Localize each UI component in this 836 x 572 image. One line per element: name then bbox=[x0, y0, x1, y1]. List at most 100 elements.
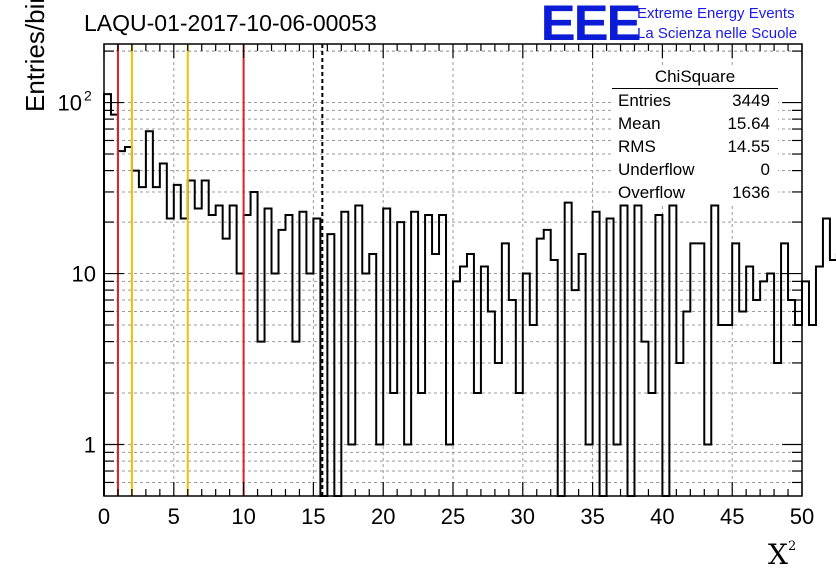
histogram-bin bbox=[774, 363, 781, 496]
histogram-bin bbox=[195, 209, 202, 496]
histogram-bin bbox=[292, 342, 299, 496]
stats-label: RMS bbox=[618, 137, 656, 156]
histogram-bin bbox=[767, 274, 774, 496]
histogram-bin bbox=[523, 274, 530, 496]
histogram-bin bbox=[641, 342, 648, 496]
histogram-bin bbox=[481, 266, 488, 496]
histogram-bin bbox=[272, 274, 279, 496]
stats-row: Overflow 1636 bbox=[612, 181, 778, 204]
histogram-bin bbox=[683, 311, 690, 496]
stats-row: RMS 14.55 bbox=[612, 135, 778, 158]
histogram-bin bbox=[299, 212, 306, 496]
histogram-bin bbox=[125, 147, 132, 496]
histogram-bin bbox=[139, 187, 146, 496]
histogram-bin bbox=[614, 445, 621, 496]
histogram-bin bbox=[802, 281, 809, 496]
histogram-bin bbox=[244, 215, 251, 496]
histogram-bin bbox=[285, 215, 292, 496]
histogram-bin bbox=[830, 260, 836, 496]
histogram-bin bbox=[823, 218, 830, 496]
logo-line-1: Extreme Energy Events bbox=[637, 5, 795, 22]
histogram-bin bbox=[362, 274, 369, 496]
x-tick-label: 35 bbox=[580, 504, 604, 529]
histogram-bin bbox=[188, 181, 195, 496]
histogram-bin bbox=[732, 243, 739, 496]
histogram-bin bbox=[223, 239, 230, 496]
histogram-bin bbox=[488, 311, 495, 496]
histogram-bin bbox=[474, 393, 481, 496]
stats-row: Entries 3449 bbox=[612, 89, 778, 112]
histogram-bin bbox=[251, 192, 258, 496]
histogram-bin bbox=[132, 171, 139, 496]
histogram-bin bbox=[809, 325, 816, 496]
histogram-bin bbox=[397, 222, 404, 496]
stats-value: 0 bbox=[760, 160, 770, 179]
logo-line-2: La Scienza nelle Scuole bbox=[637, 25, 798, 42]
histogram-bin bbox=[467, 254, 474, 496]
histogram-bin bbox=[202, 181, 209, 496]
y-axis-label: Entries/bin bbox=[20, 0, 50, 112]
histogram-bin bbox=[341, 212, 348, 496]
histogram-bin bbox=[279, 230, 286, 496]
histogram-bin bbox=[788, 300, 795, 496]
histogram-bin bbox=[746, 266, 753, 496]
histogram-bin bbox=[544, 230, 551, 496]
histogram-bin bbox=[753, 300, 760, 496]
histogram-bin bbox=[516, 393, 523, 496]
histogram-bin bbox=[586, 445, 593, 496]
histogram-bin bbox=[565, 203, 572, 496]
x-tick-label: 5 bbox=[168, 504, 180, 529]
x-tick-label: 50 bbox=[790, 504, 814, 529]
stats-title: ChiSquare bbox=[612, 66, 778, 89]
histogram-bin bbox=[258, 342, 265, 496]
histogram-bin bbox=[160, 164, 167, 496]
histogram-series bbox=[103, 93, 836, 497]
histogram-bin bbox=[390, 393, 397, 496]
x-tick-label: 25 bbox=[441, 504, 465, 529]
x-tick-label: 0 bbox=[98, 504, 110, 529]
histogram-bin bbox=[781, 243, 788, 496]
histogram-bin bbox=[725, 325, 732, 496]
histogram-bin bbox=[153, 187, 160, 496]
histogram-bin bbox=[697, 243, 704, 496]
histogram-bin bbox=[460, 266, 467, 496]
histogram-bin bbox=[711, 205, 718, 496]
eee-logo: EEE bbox=[540, 0, 642, 51]
histogram-bin bbox=[181, 218, 188, 496]
stats-label: Overflow bbox=[618, 183, 686, 202]
histogram-bin bbox=[146, 131, 153, 496]
histogram-bin bbox=[502, 243, 509, 496]
histogram-bin bbox=[327, 234, 334, 496]
x-tick-label: 45 bbox=[720, 504, 744, 529]
histogram-bin bbox=[676, 363, 683, 496]
histogram-bin bbox=[621, 205, 628, 496]
histogram-bin bbox=[795, 325, 802, 496]
histogram-bin bbox=[704, 445, 711, 496]
x-tick-label: 20 bbox=[371, 504, 395, 529]
histogram-bin bbox=[439, 215, 446, 496]
histogram-bin bbox=[425, 215, 432, 496]
histogram-bin bbox=[306, 274, 313, 496]
histogram-bin bbox=[404, 445, 411, 496]
stats-value: 3449 bbox=[732, 91, 770, 110]
y-tick-label: 10 bbox=[58, 91, 82, 116]
histogram-bin bbox=[453, 281, 460, 496]
histogram-bin bbox=[237, 274, 244, 496]
histogram-bin bbox=[760, 281, 767, 496]
histogram-bin bbox=[537, 239, 544, 496]
y-tick-label: 1 bbox=[84, 433, 96, 458]
x-tick-label: 30 bbox=[511, 504, 535, 529]
histogram-bin bbox=[446, 445, 453, 496]
histogram-bin bbox=[355, 205, 362, 496]
x-tick-label: 15 bbox=[301, 504, 325, 529]
histogram-bin bbox=[383, 209, 390, 496]
histogram-bin bbox=[265, 209, 272, 496]
histogram-bin bbox=[509, 300, 516, 496]
histogram-bin bbox=[495, 363, 502, 496]
histogram-bin bbox=[209, 215, 216, 496]
histogram-bin bbox=[739, 311, 746, 496]
histogram-bin bbox=[411, 212, 418, 496]
histogram-bin bbox=[376, 445, 383, 496]
run-title: LAQU-01-2017-10-06-00053 bbox=[84, 10, 377, 36]
